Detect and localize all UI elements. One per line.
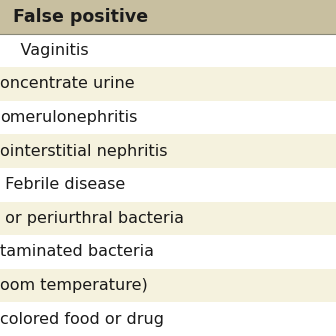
FancyBboxPatch shape (0, 302, 336, 336)
FancyBboxPatch shape (0, 202, 336, 235)
FancyBboxPatch shape (0, 0, 336, 34)
Text: colored food or drug: colored food or drug (0, 312, 164, 327)
Text: oncentrate urine: oncentrate urine (0, 77, 135, 91)
Text: ointerstitial nephritis: ointerstitial nephritis (0, 144, 168, 159)
FancyBboxPatch shape (0, 134, 336, 168)
Text: Vaginitis: Vaginitis (0, 43, 89, 58)
FancyBboxPatch shape (0, 34, 336, 67)
Text: Febrile disease: Febrile disease (0, 177, 125, 192)
FancyBboxPatch shape (0, 168, 336, 202)
Text: omerulonephritis: omerulonephritis (0, 110, 137, 125)
Text: oom temperature): oom temperature) (0, 278, 148, 293)
Text: taminated bacteria: taminated bacteria (0, 245, 154, 259)
Text: False positive: False positive (13, 8, 149, 26)
FancyBboxPatch shape (0, 235, 336, 269)
FancyBboxPatch shape (0, 101, 336, 134)
FancyBboxPatch shape (0, 67, 336, 101)
FancyBboxPatch shape (0, 269, 336, 302)
Text: or periurthral bacteria: or periurthral bacteria (0, 211, 184, 226)
